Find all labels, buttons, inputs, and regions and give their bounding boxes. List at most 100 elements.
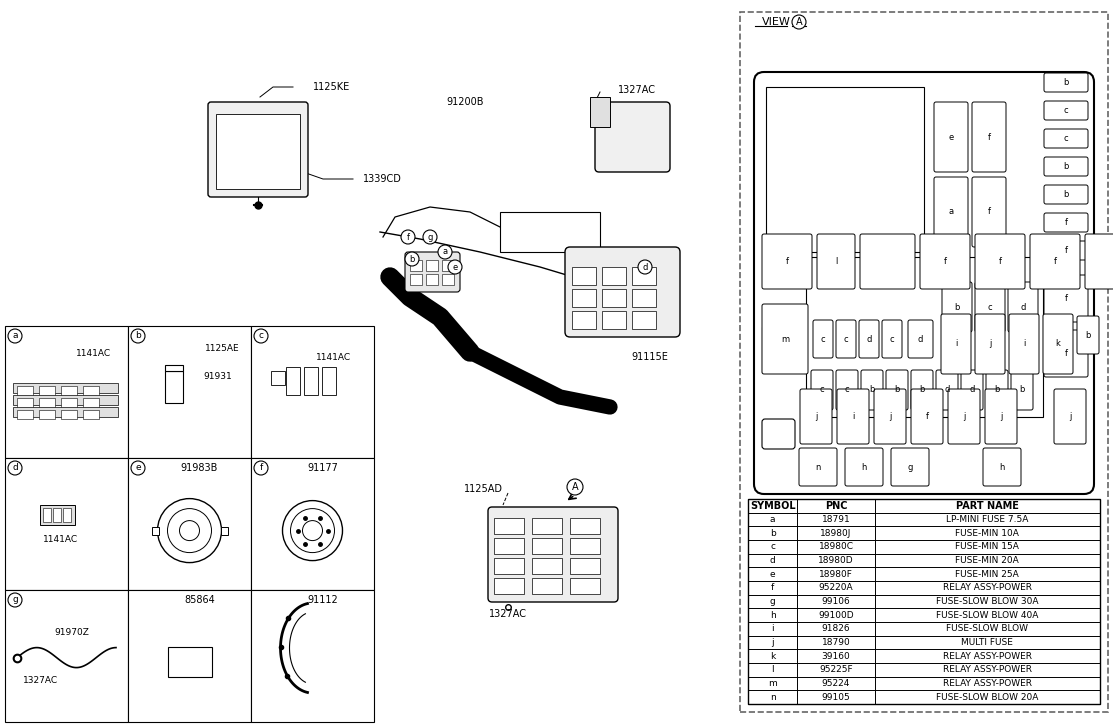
Bar <box>17 386 33 395</box>
FancyBboxPatch shape <box>934 177 968 247</box>
Bar <box>63 508 71 523</box>
FancyBboxPatch shape <box>975 234 1025 289</box>
Text: c: c <box>1064 134 1068 143</box>
Bar <box>216 114 301 189</box>
Text: n: n <box>816 462 820 472</box>
Bar <box>39 398 55 407</box>
Bar <box>43 508 51 523</box>
Bar <box>740 12 1109 712</box>
Text: 95224: 95224 <box>821 679 850 688</box>
Text: d: d <box>642 262 648 271</box>
Text: n: n <box>770 693 776 702</box>
FancyBboxPatch shape <box>986 370 1008 410</box>
FancyBboxPatch shape <box>1009 314 1040 374</box>
Text: g: g <box>12 595 18 604</box>
Bar <box>410 274 422 285</box>
Bar <box>806 257 1043 417</box>
FancyBboxPatch shape <box>948 389 981 444</box>
Text: RELAY ASSY-POWER: RELAY ASSY-POWER <box>943 583 1032 593</box>
Bar <box>252 590 374 722</box>
Bar <box>762 327 802 372</box>
FancyBboxPatch shape <box>920 234 971 289</box>
Text: f: f <box>771 583 775 593</box>
Text: j: j <box>963 412 965 421</box>
Bar <box>532 558 562 574</box>
FancyBboxPatch shape <box>762 234 812 289</box>
Text: b: b <box>135 332 141 340</box>
Text: 1327AC: 1327AC <box>618 85 656 95</box>
Text: j: j <box>889 412 892 421</box>
Bar <box>572 267 595 285</box>
Text: f: f <box>1064 246 1067 255</box>
Circle shape <box>439 245 452 259</box>
Text: a: a <box>12 332 18 340</box>
Bar <box>572 311 595 329</box>
Text: MULTI FUSE: MULTI FUSE <box>962 638 1013 647</box>
Circle shape <box>423 230 437 244</box>
Text: PART NAME: PART NAME <box>956 501 1018 511</box>
FancyBboxPatch shape <box>1044 185 1089 204</box>
Text: 18980J: 18980J <box>820 529 851 538</box>
Text: b: b <box>1020 385 1025 395</box>
Circle shape <box>290 509 335 553</box>
Text: e: e <box>135 464 141 473</box>
Text: 1141AC: 1141AC <box>42 535 78 544</box>
Text: FUSE-MIN 20A: FUSE-MIN 20A <box>955 556 1020 565</box>
Bar <box>365 7 735 722</box>
Text: a: a <box>443 247 447 257</box>
Text: f: f <box>1054 257 1056 266</box>
FancyBboxPatch shape <box>874 389 906 444</box>
Bar <box>570 538 600 554</box>
FancyBboxPatch shape <box>1044 157 1089 176</box>
Bar <box>4 458 128 590</box>
FancyBboxPatch shape <box>799 448 837 486</box>
Bar <box>570 518 600 534</box>
Text: k: k <box>1055 340 1061 348</box>
Text: c: c <box>819 385 825 395</box>
Text: b: b <box>1063 190 1068 199</box>
Bar <box>167 646 211 677</box>
Text: i: i <box>1023 340 1025 348</box>
Text: b: b <box>1085 331 1091 340</box>
Bar <box>40 505 76 526</box>
FancyBboxPatch shape <box>975 282 1005 332</box>
FancyBboxPatch shape <box>1044 129 1089 148</box>
Bar <box>252 326 374 458</box>
FancyBboxPatch shape <box>1030 234 1080 289</box>
FancyBboxPatch shape <box>859 320 879 358</box>
FancyBboxPatch shape <box>565 247 680 337</box>
Bar <box>61 398 77 407</box>
Bar <box>500 212 600 252</box>
Text: f: f <box>987 132 991 142</box>
Bar <box>39 410 55 419</box>
Circle shape <box>283 501 343 561</box>
Text: m: m <box>768 679 777 688</box>
Bar <box>494 518 524 534</box>
Text: b: b <box>1063 162 1068 171</box>
Bar <box>61 410 77 419</box>
Text: j: j <box>988 340 992 348</box>
Circle shape <box>254 329 268 343</box>
Text: b: b <box>770 529 776 538</box>
Bar <box>570 578 600 594</box>
Text: c: c <box>987 302 993 311</box>
FancyBboxPatch shape <box>881 320 902 358</box>
Bar <box>165 366 184 371</box>
Text: 91112: 91112 <box>307 595 338 605</box>
Bar <box>39 386 55 395</box>
Circle shape <box>254 461 268 475</box>
Bar <box>632 311 656 329</box>
Circle shape <box>131 329 145 343</box>
Text: d: d <box>770 556 776 565</box>
Text: j: j <box>815 412 817 421</box>
Bar <box>532 578 562 594</box>
Text: FUSE-MIN 10A: FUSE-MIN 10A <box>955 529 1020 538</box>
Text: A: A <box>796 17 802 27</box>
Bar <box>748 499 1100 704</box>
Bar <box>272 371 285 385</box>
Text: b: b <box>869 385 875 395</box>
Text: FUSE-SLOW BLOW 40A: FUSE-SLOW BLOW 40A <box>936 611 1038 619</box>
Text: b: b <box>1063 78 1068 87</box>
Text: FUSE-SLOW BLOW 20A: FUSE-SLOW BLOW 20A <box>936 693 1038 702</box>
Bar <box>17 410 33 419</box>
